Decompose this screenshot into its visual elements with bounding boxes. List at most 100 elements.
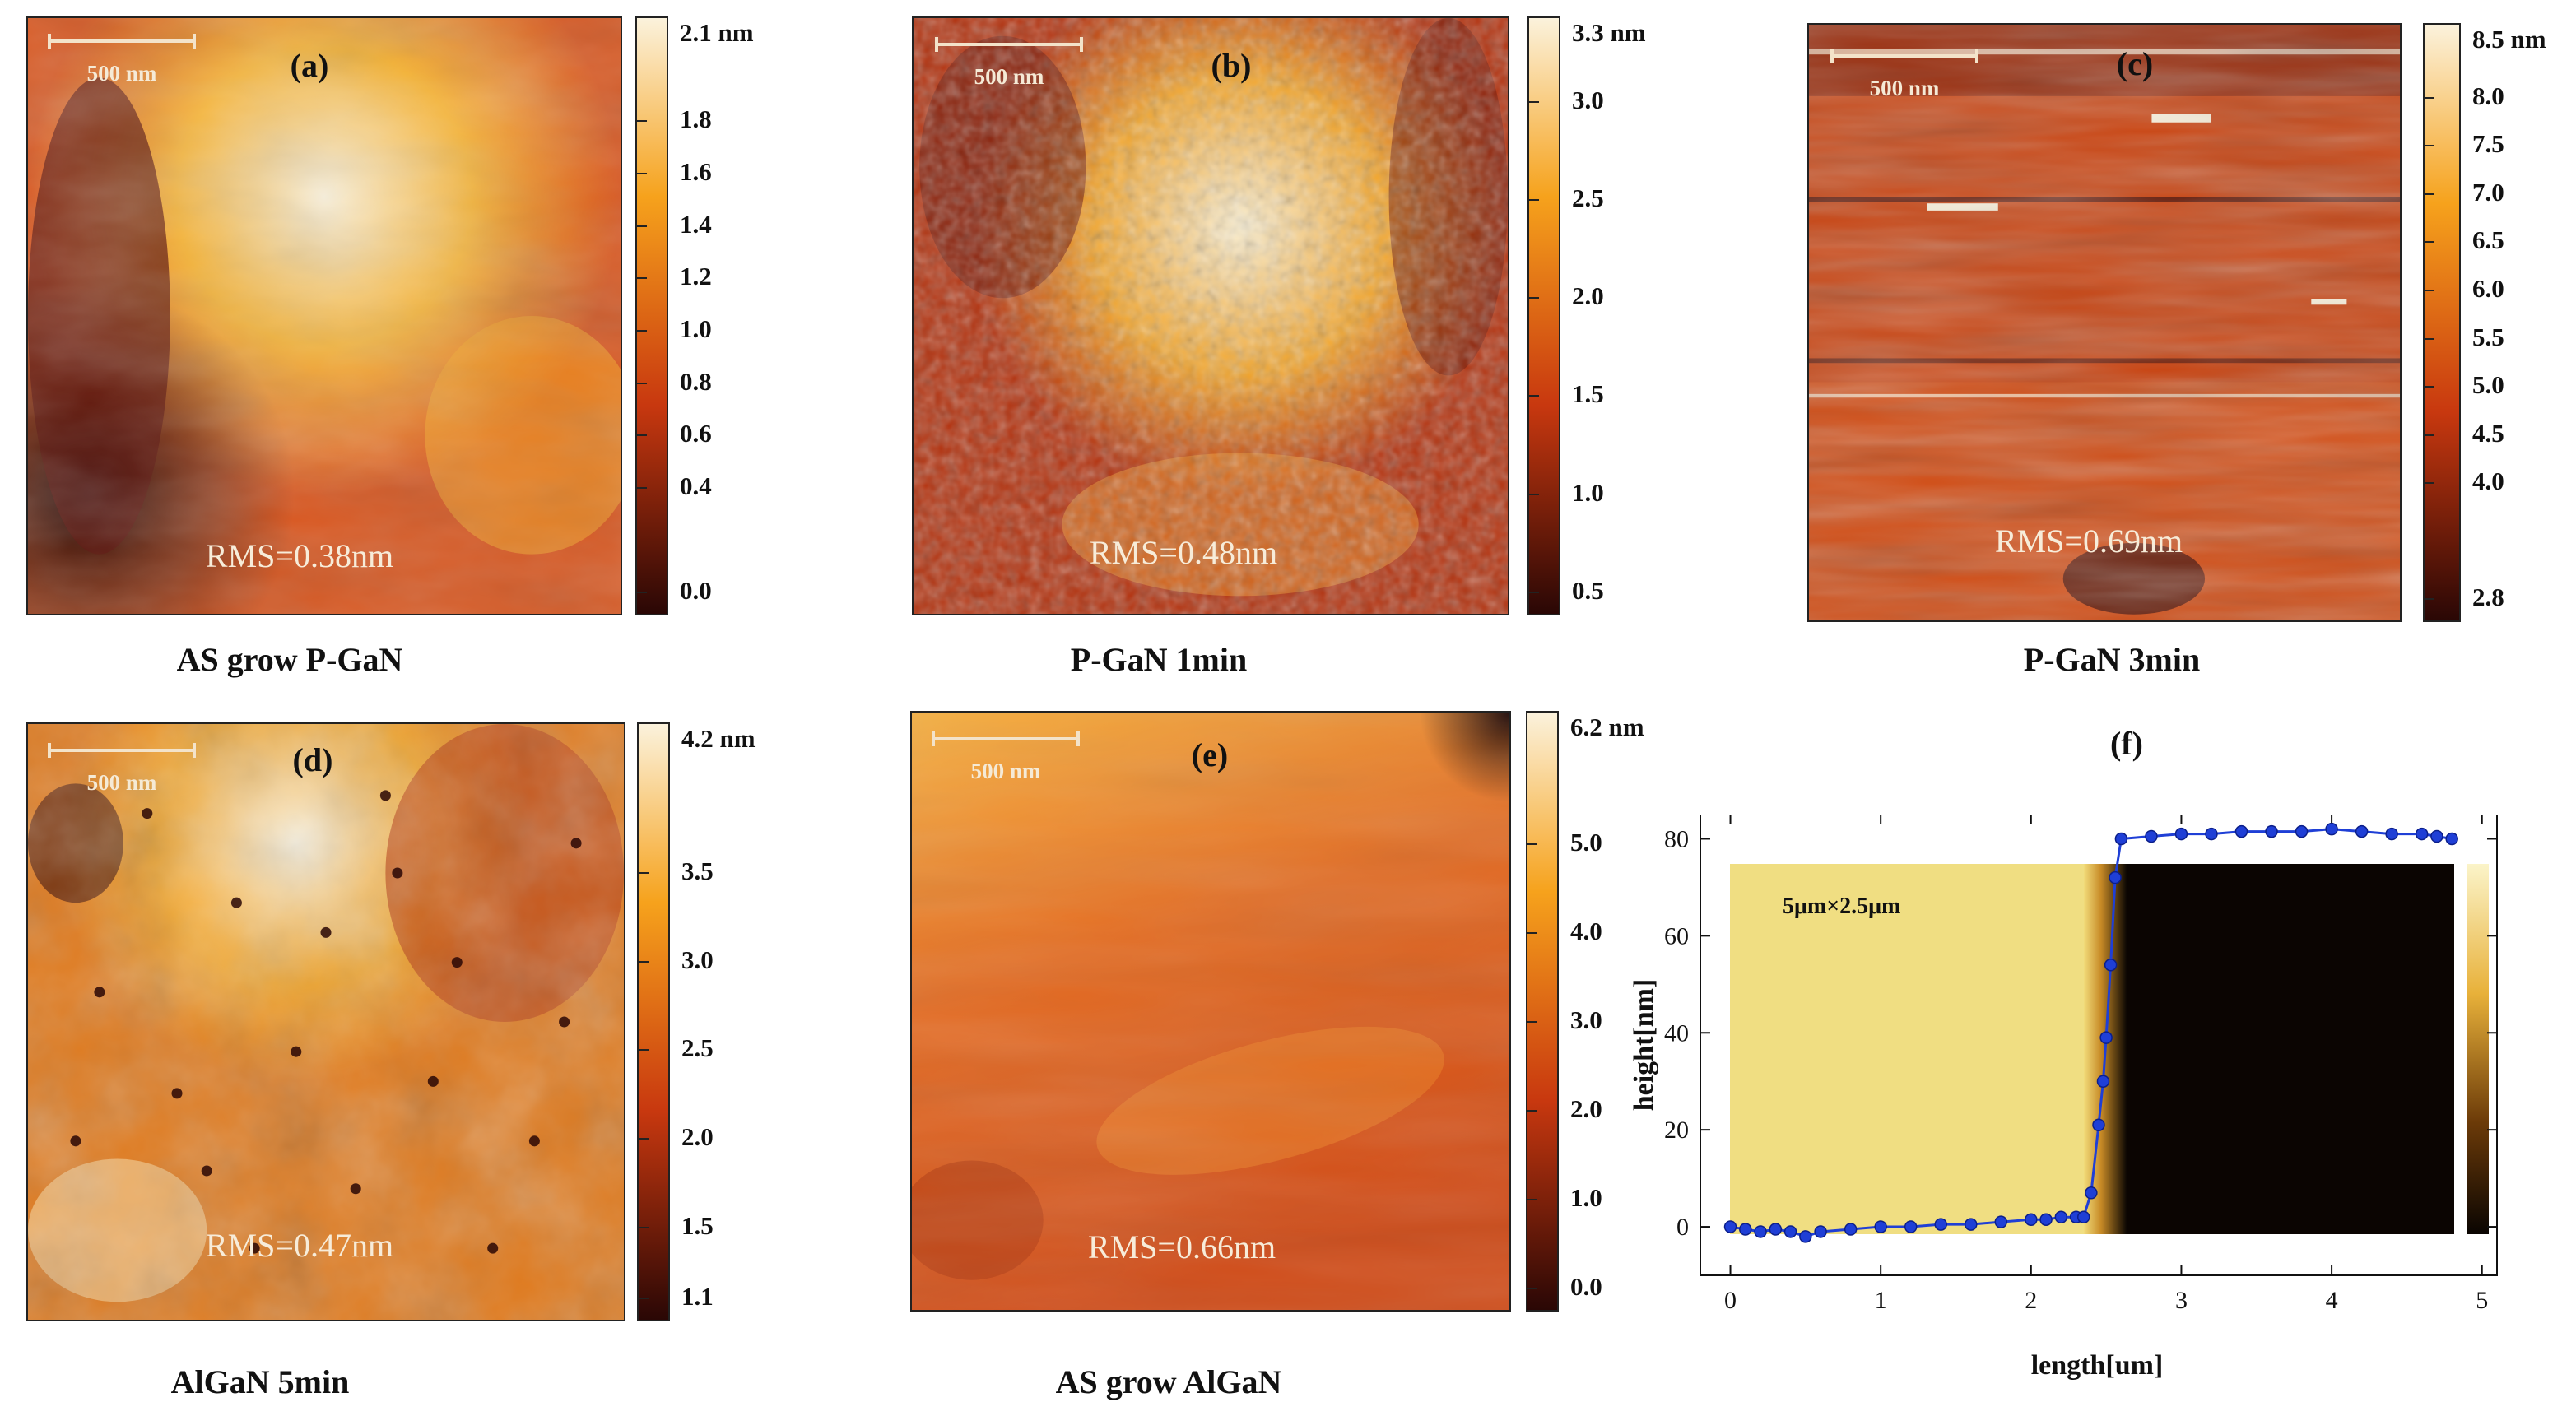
profile-point <box>2076 1210 2090 1224</box>
rms-label-d: RMS=0.47nm <box>205 1227 394 1264</box>
color-bar-tick <box>2425 386 2434 388</box>
color-bar-tick <box>637 277 647 280</box>
x-tick-label: 0 <box>1724 1287 1737 1314</box>
color-bar-tick-label: 8.0 <box>2472 81 2504 110</box>
profile-point <box>2025 1213 2038 1226</box>
color-bar-tick <box>2425 289 2434 291</box>
profile-point <box>2145 829 2158 843</box>
plot-frame <box>1700 815 2498 1276</box>
color-bar-tick <box>639 1226 649 1228</box>
panel-label-d: (d) <box>292 741 333 778</box>
panel-label-b: (b) <box>1211 47 1252 84</box>
color-bar-tick-label: 0.8 <box>680 366 712 396</box>
scale-bar-a: 500 nm <box>48 34 196 86</box>
scale-bar-label: 500 nm <box>1869 76 1940 100</box>
color-bar-tick <box>2425 482 2434 485</box>
caption-b: P-GaN 1min <box>1070 641 1248 678</box>
profile-point <box>1994 1215 2008 1228</box>
rms-label-e: RMS=0.66nm <box>1087 1228 1276 1265</box>
color-bar-tick-label: 4.5 <box>2472 418 2504 448</box>
color-bar-tick-label: 0.5 <box>1572 576 1604 605</box>
color-bar-tick <box>637 225 647 227</box>
afm-texture-a <box>28 18 621 614</box>
color-bar-tick <box>639 960 649 963</box>
profile-point <box>2174 827 2188 841</box>
profile-point <box>2096 1075 2110 1088</box>
color-bar-tick-label: 1.2 <box>680 262 712 291</box>
profile-point <box>1754 1225 1767 1238</box>
profile-point <box>1769 1223 1783 1236</box>
color-bar-tick <box>2425 337 2434 340</box>
color-bar-tick-label: 2.8 <box>2472 583 2504 611</box>
inset-size-label: 5μm×2.5μm <box>1783 894 1900 919</box>
y-axis-label: height[nm] <box>1629 979 1659 1112</box>
x-tick-label: 1 <box>1875 1287 1887 1314</box>
color-bar-max-label: 6.2 nm <box>1570 713 1644 741</box>
scale-bar-b: 500 nm <box>935 37 1083 89</box>
color-bar-tick-label: 1.0 <box>1570 1182 1602 1212</box>
profile-point <box>2265 824 2278 838</box>
profile-point <box>1904 1220 1918 1233</box>
profile-point <box>1874 1220 1887 1233</box>
color-bar-tick <box>2425 96 2434 99</box>
profile-point <box>1723 1220 1737 1233</box>
profile-point <box>1965 1218 1978 1231</box>
afm-image-d: 500 nm (d) RMS=0.47nm <box>26 722 625 1321</box>
color-bar-tick <box>1529 198 1539 201</box>
color-bar-c <box>2423 23 2461 622</box>
color-bar-tick <box>1529 297 1539 299</box>
profile-point <box>2039 1213 2053 1226</box>
color-bar-tick-label: 1.0 <box>1572 477 1604 507</box>
afm-image-c: 500 nm (c) RMS=0.69nm <box>1807 23 2402 622</box>
profile-point <box>1739 1223 1752 1236</box>
profile-point <box>1799 1230 1812 1243</box>
color-bar-tick-label: 3.0 <box>1570 1005 1602 1034</box>
color-bar-tick-label: 7.0 <box>2472 177 2504 207</box>
color-bar-tick-label: 2.5 <box>1572 183 1604 212</box>
color-bar-tick <box>1527 1109 1537 1112</box>
afm-texture-d <box>28 724 624 1320</box>
caption-c: P-GaN 3min <box>2023 641 2201 678</box>
color-bar-b <box>1527 16 1560 615</box>
profile-point <box>1844 1223 1858 1236</box>
color-bar-tick <box>2425 241 2434 244</box>
color-bar-tick-label: 1.1 <box>681 1282 714 1311</box>
color-bar-tick-label: 6.5 <box>2472 225 2504 255</box>
panel-label-f: (f) <box>2110 725 2143 762</box>
color-bar-tick-label: 0.4 <box>680 471 712 500</box>
inset-afm-image <box>1730 864 2454 1234</box>
color-bar-tick <box>1529 592 1539 593</box>
color-bar-tick <box>1527 843 1537 845</box>
profile-point <box>2385 827 2398 841</box>
color-bar-max-label: 2.1 nm <box>680 18 754 47</box>
color-bar-tick-label: 2.5 <box>681 1033 714 1063</box>
scale-bar-label: 500 nm <box>86 770 157 795</box>
profile-point <box>2445 832 2458 846</box>
height-profile-chart: 5μm×2.5μm 0 1 2 3 4 5 80 60 40 20 0 length[um] hei… <box>1629 815 2498 1381</box>
color-bar-tick-label: 1.4 <box>680 209 712 239</box>
color-bar-tick-label: 5.0 <box>2472 370 2504 400</box>
y-tick-label: 60 <box>1664 922 1689 949</box>
color-bar-tick-label: 0.0 <box>1570 1272 1602 1301</box>
color-bar-d <box>637 722 670 1321</box>
rms-label-b: RMS=0.48nm <box>1089 534 1278 571</box>
color-bar-a <box>635 16 668 615</box>
profile-point <box>2430 829 2443 843</box>
color-bar-e <box>1526 711 1559 1312</box>
color-bar-tick <box>637 486 647 489</box>
afm-image-a: 500 nm (a) RMS=0.38nm <box>26 16 622 615</box>
color-bar-tick-label: 7.5 <box>2472 129 2504 159</box>
profile-point <box>2092 1118 2105 1132</box>
profile-point <box>2205 827 2218 841</box>
x-tick-label: 5 <box>2476 1287 2488 1314</box>
y-tick-label: 40 <box>1664 1019 1689 1047</box>
profile-point <box>2114 832 2128 846</box>
panel-label-e: (e) <box>1191 736 1229 773</box>
color-bar-tick <box>637 120 647 123</box>
color-bar-tick-label: 2.0 <box>1570 1093 1602 1123</box>
afm-image-b: 500 nm (b) RMS=0.48nm <box>912 16 1509 615</box>
color-bar-tick <box>1529 395 1539 397</box>
afm-texture-e <box>912 713 1509 1310</box>
color-bar-tick <box>1529 493 1539 495</box>
scale-bar-label: 500 nm <box>970 759 1041 783</box>
